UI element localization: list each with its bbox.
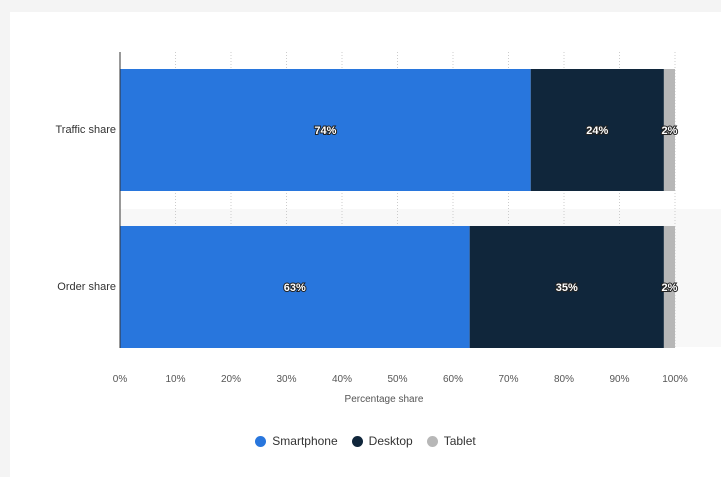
x-tick-label: 60% [442,374,464,385]
legend-item-tablet[interactable]: Tablet [426,434,476,448]
legend-marker [255,435,267,447]
y-tick-label: Traffic share [55,124,116,136]
data-label: 2% [661,282,677,294]
bar-smartphone-1[interactable] [120,69,531,191]
x-axis-title: Percentage share [344,394,424,405]
legend-item-smartphone[interactable]: Smartphone [255,434,338,448]
x-tick-label: 40% [331,374,353,385]
legend-marker [426,435,438,447]
data-label: 63% [284,282,306,294]
y-tick-label: Order share [57,281,116,293]
legend-item-desktop[interactable]: Desktop [351,434,413,448]
bar-desktop-1[interactable] [530,69,664,191]
bar-desktop-2[interactable] [469,226,664,348]
legend-label: Desktop [368,434,413,448]
x-tick-label: 0% [112,374,128,385]
bar-chart: 74% 24% 2% 63% 35% 2% [119,52,679,348]
x-tick-label: 20% [220,374,242,385]
chart-card: 74% 24% 2% 63% 35% 2% Traffic share Order shar… [10,12,721,477]
bar-tablet-1[interactable] [663,69,675,191]
x-tick-label: 50% [387,374,408,385]
data-label: 35% [556,282,578,294]
x-tick-label: 80% [553,374,575,385]
x-tick-label: 10% [165,374,186,385]
data-label: 2% [661,125,677,137]
x-tick-label: 100% [662,374,688,385]
x-tick-label: 30% [276,374,297,385]
data-label: 74% [314,125,336,137]
x-tick-label: 70% [498,374,519,385]
bar-tablet-2[interactable] [663,226,675,348]
x-tick-label: 90% [609,374,630,385]
legend-label: Tablet [443,434,476,448]
bar-smartphone-2[interactable] [120,226,470,348]
legend-marker [351,435,363,447]
data-label: 24% [586,125,608,137]
legend: Smartphone Desktop Tablet [10,434,721,448]
legend-label: Smartphone [272,434,338,448]
